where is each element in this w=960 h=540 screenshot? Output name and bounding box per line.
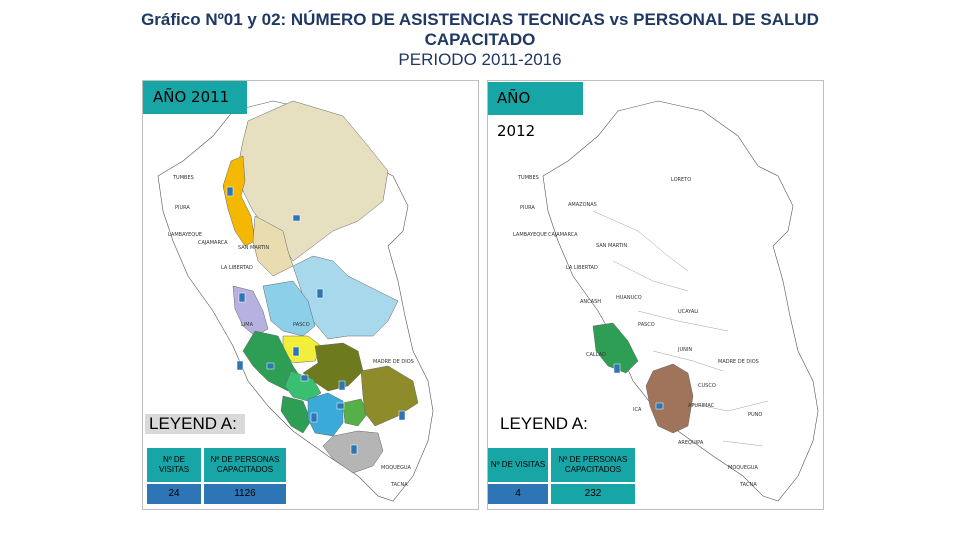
label-lambayeque-2012: LAMBAYEQUE: [513, 232, 547, 238]
label-tumbes: TUMBES: [172, 175, 194, 181]
label-ancash-2012: ANCASH: [580, 299, 601, 305]
label-lima: LIMA: [241, 322, 254, 328]
label-ucayali-2012: UCAYALI: [678, 309, 699, 315]
legend-people-header-2012: Nº DE PERSONAS CAPACITADOS: [551, 448, 635, 482]
marker-huanuco: [316, 288, 324, 299]
year-label-2011: AÑO 2011: [143, 81, 247, 114]
label-tumbes-2012: TUMBES: [517, 175, 539, 181]
label-tacna-2012: TACNA: [739, 482, 757, 488]
marker-cusco: [398, 410, 406, 421]
label-tacna: TACNA: [390, 482, 408, 488]
marker-lima: [236, 360, 244, 371]
marker-junin-2: [338, 380, 346, 391]
page-title: Gráfico Nº01 y 02: NÚMERO DE ASISTENCIAS…: [0, 10, 960, 70]
marker-ancash: [238, 292, 246, 303]
legend-visits-value-2011: 24: [147, 484, 201, 504]
legend-visits-header-2012: Nº DE VISITAS: [488, 448, 548, 482]
marker-arequipa: [350, 444, 358, 455]
region-junin: [302, 342, 364, 392]
legend-title-2011: LEYEND A:: [145, 414, 245, 434]
label-madrededios: MADRE DE DIOS: [373, 359, 414, 365]
label-pasco-2012: PASCO: [638, 322, 655, 328]
map-labels-2011: TUMBES PIURA LAMBAYEQUE CAJAMARCA SAN MA…: [168, 175, 414, 488]
peru-map-2011: TUMBES PIURA LAMBAYEQUE CAJAMARCA SAN MA…: [157, 100, 434, 502]
map-panel-2011: TUMBES PIURA LAMBAYEQUE CAJAMARCA SAN MA…: [142, 80, 479, 510]
legend-visits-value-2012: 4: [488, 484, 548, 504]
marker-ayacucho-2012: [655, 402, 664, 410]
region-peru-outline-2012: [542, 100, 819, 502]
label-arequipa-2012: AREQUIPA: [678, 440, 704, 446]
map-markers-2011: [226, 186, 406, 455]
region-ayacucho-2012: [645, 363, 694, 434]
legend-people-value-2011: 1126: [204, 484, 286, 504]
label-junin-2012: JUNIN: [677, 347, 692, 353]
marker-junin: [300, 374, 309, 382]
marker-callao: [266, 362, 275, 370]
legend-people-value-2012: 232: [551, 484, 635, 504]
label-amazonas-2012: AMAZONAS: [568, 202, 597, 208]
marker-pasco: [292, 346, 300, 357]
label-lambayeque: LAMBAYEQUE: [168, 232, 202, 238]
marker-lima-2012: [613, 363, 621, 374]
region-ayacucho: [307, 392, 344, 437]
peru-map-2012: TUMBES LORETO AMAZONAS PIURA LAMBAYEQUE …: [513, 100, 819, 502]
title-line-2: CAPACITADO: [424, 30, 536, 49]
label-madrededios-2012: MADRE DE DIOS: [718, 359, 759, 365]
label-sanmartin: SAN MARTIN: [238, 245, 269, 251]
region-borders-2012: [592, 210, 769, 447]
region-lima: [242, 330, 304, 392]
legend-title-2012: LEYEND A:: [500, 414, 588, 433]
region-apurimac: [342, 398, 369, 427]
legend-visits-header-2011: Nº DE VISITAS: [147, 448, 201, 482]
label-lalibertad: LA LIBERTAD: [221, 265, 253, 271]
label-loreto-2012: LORETO: [671, 177, 691, 183]
label-pasco: PASCO: [293, 322, 310, 328]
label-cusco-2012: CUSCO: [698, 383, 716, 389]
marker-amazonas: [226, 186, 234, 197]
marker-ica: [310, 412, 318, 423]
label-puno-2012: PUNO: [748, 412, 762, 418]
label-sanmartin-2012: SAN MARTIN: [596, 243, 627, 249]
label-cajamarca-2012: CAJAMARCA: [548, 232, 578, 238]
label-moquegua: MOQUEGUA: [381, 465, 412, 471]
label-huanuco-2012: HUANUCO: [616, 295, 642, 301]
region-sanmartin: [252, 215, 294, 277]
marker-loreto: [292, 214, 301, 222]
region-ica: [280, 395, 312, 434]
label-moquegua-2012: MOQUEGUA: [728, 465, 759, 471]
map-panel-2012: TUMBES LORETO AMAZONAS PIURA LAMBAYEQUE …: [487, 80, 824, 510]
label-apurimac-2012: APURIMAC: [688, 403, 715, 409]
label-ica-2012: ICA: [633, 407, 642, 413]
map-markers-2012: [613, 363, 664, 410]
legend-people-header-2011: Nº DE PERSONAS CAPACITADOS: [204, 448, 286, 482]
marker-ayacucho: [336, 402, 345, 410]
label-callao-2012: CALLAO: [586, 352, 606, 358]
region-lima-2012: [592, 322, 639, 374]
label-cajamarca: CAJAMARCA: [198, 240, 228, 246]
map-labels-2012: TUMBES LORETO AMAZONAS PIURA LAMBAYEQUE …: [513, 175, 762, 488]
title-line-1: Gráfico Nº01 y 02: NÚMERO DE ASISTENCIAS…: [141, 10, 819, 29]
label-piura-2012: PIURA: [520, 205, 535, 211]
label-piura: PIURA: [175, 205, 190, 211]
label-lalibertad-2012: LA LIBERTAD: [566, 265, 598, 271]
year-label-2012: AÑO 2012: [488, 82, 583, 140]
region-huanuco: [262, 280, 316, 337]
title-line-3: PERIODO 2011-2016: [398, 50, 562, 69]
